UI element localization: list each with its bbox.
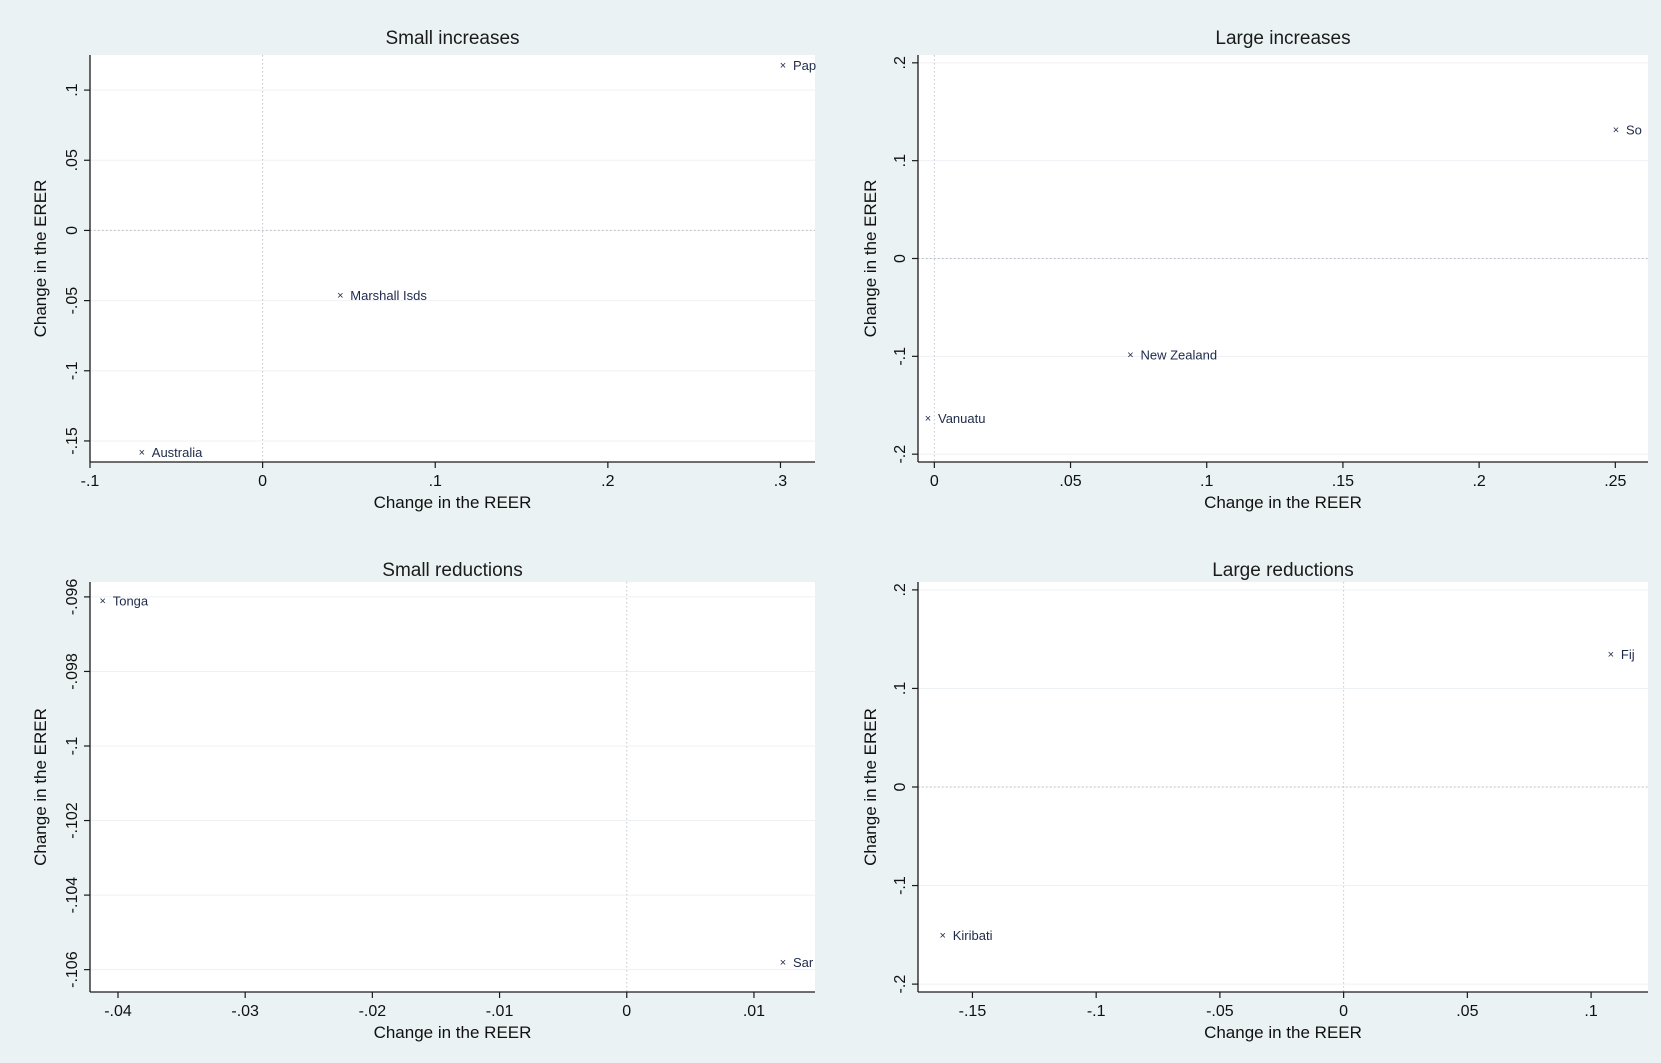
y-tick-label: -.2 (892, 445, 909, 464)
x-tick-label: .2 (1472, 473, 1485, 490)
data-point-marker: × (1613, 124, 1619, 136)
data-point-label: New Zealand (1140, 347, 1217, 362)
data-point-marker: × (1608, 649, 1614, 661)
x-tick-label: 0 (622, 1003, 631, 1020)
data-point-label: Sar (793, 955, 814, 970)
data-point-marker: × (1127, 349, 1133, 361)
x-tick-label: .1 (1200, 473, 1213, 490)
x-tick-label: .25 (1604, 473, 1626, 490)
data-point-marker: × (940, 930, 946, 942)
x-axis-title: Change in the REER (374, 493, 532, 512)
data-point-label: Australia (152, 445, 203, 460)
chart-title: Large reductions (1212, 560, 1354, 581)
x-tick-label: .05 (1059, 473, 1081, 490)
y-tick-label: 0 (892, 254, 909, 263)
x-tick-label: .1 (1584, 1003, 1597, 1020)
data-point-marker: × (337, 290, 343, 302)
y-tick-label: .2 (892, 583, 909, 596)
x-axis-title: Change in the REER (374, 1023, 532, 1042)
x-axis-title: Change in the REER (1204, 493, 1362, 512)
y-tick-label: 0 (892, 782, 909, 791)
chart-title: Small reductions (382, 560, 522, 581)
x-tick-label: -.1 (1087, 1003, 1106, 1020)
x-axis-title: Change in the REER (1204, 1023, 1362, 1042)
x-tick-label: -.01 (486, 1003, 514, 1020)
y-tick-label: -.1 (64, 361, 81, 380)
y-axis-title: Change in the ERER (31, 180, 50, 338)
y-tick-label: -.104 (64, 877, 81, 914)
data-point-marker: × (925, 413, 931, 425)
x-tick-label: -.03 (231, 1003, 259, 1020)
y-tick-label: -.15 (64, 427, 81, 455)
x-tick-label: .2 (601, 473, 614, 490)
data-point-marker: × (139, 447, 145, 459)
data-point-marker: × (100, 596, 106, 608)
panel-small-increases: Small increases -.1 0 .1 .2 .3 -.15 -.1 -.05 0 .05… (31, 28, 816, 512)
panel-small-reductions: Small reductions -.04 -.03 -.02 -.01 0 .01 -.10… (31, 560, 815, 1042)
data-point-marker: × (780, 957, 786, 969)
y-tick-label: .1 (64, 83, 81, 96)
y-tick-label: -.05 (64, 287, 81, 315)
x-tick-label: .3 (774, 473, 787, 490)
data-point-label: Marshall Isds (350, 288, 427, 303)
plot-area (90, 582, 815, 992)
data-point-label: Tonga (113, 594, 149, 609)
y-tick-label: 0 (64, 226, 81, 235)
x-tick-label: .05 (1456, 1003, 1478, 1020)
x-tick-label: -.1 (81, 473, 100, 490)
y-axis-title: Change in the ERER (861, 708, 880, 866)
data-point-label: Kiribati (953, 928, 993, 943)
y-tick-label: -.1 (64, 737, 81, 756)
x-tick-label: .01 (743, 1003, 765, 1020)
y-tick-label: -.098 (64, 653, 81, 690)
y-tick-label: -.102 (64, 802, 81, 839)
data-point-label: Vanuatu (938, 411, 985, 426)
y-axis-title: Change in the ERER (861, 180, 880, 338)
x-tick-label: .1 (429, 473, 442, 490)
y-tick-label: -.096 (64, 579, 81, 616)
x-tick-label: 0 (258, 473, 267, 490)
x-tick-label: 0 (930, 473, 939, 490)
x-tick-label: -.05 (1206, 1003, 1234, 1020)
chart-title: Large increases (1215, 28, 1350, 49)
data-point-label: Pap (793, 58, 816, 73)
chart-title: Small increases (385, 28, 519, 49)
x-tick-label: -.04 (104, 1003, 132, 1020)
y-tick-label: .1 (892, 682, 909, 695)
y-tick-label: -.106 (64, 951, 81, 988)
y-axis-title: Change in the ERER (31, 708, 50, 866)
plot-area (90, 55, 815, 462)
y-tick-label: .1 (892, 154, 909, 167)
data-point-label: Fij (1621, 647, 1635, 662)
y-tick-label: -.1 (892, 347, 909, 366)
y-tick-label: -.1 (892, 876, 909, 895)
panel-large-reductions: Large reductions -.15 -.1 -.05 0 .05 .1 -.2 -.1 0… (861, 560, 1648, 1042)
x-tick-label: .15 (1332, 473, 1354, 490)
data-point-label: So (1626, 122, 1642, 137)
y-tick-label: -.2 (892, 975, 909, 994)
y-tick-label: .05 (64, 149, 81, 171)
panel-large-increases: Large increases 0 .05 .1 .15 .2 .25 -.2 -.1 0 .1 .2… (861, 28, 1648, 512)
y-tick-label: .2 (892, 56, 909, 69)
x-tick-label: -.02 (359, 1003, 387, 1020)
data-point-marker: × (780, 60, 786, 72)
x-tick-label: 0 (1339, 1003, 1348, 1020)
x-tick-label: -.15 (959, 1003, 987, 1020)
